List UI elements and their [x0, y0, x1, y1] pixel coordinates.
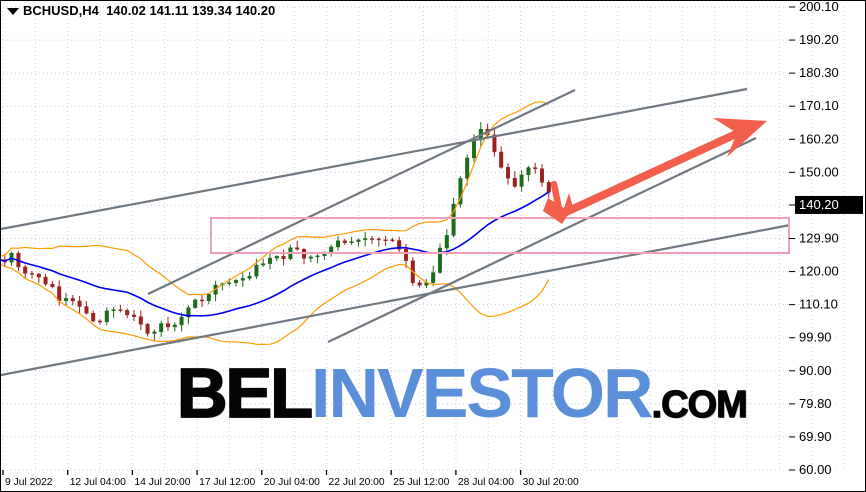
svg-text:170.10: 170.10 [799, 98, 839, 113]
svg-text:190.20: 190.20 [799, 32, 839, 47]
svg-text:200.10: 200.10 [799, 1, 839, 14]
svg-text:79.80: 79.80 [799, 396, 832, 411]
svg-text:129.90: 129.90 [799, 231, 839, 246]
svg-text:160.20: 160.20 [799, 131, 839, 146]
svg-text:120.00: 120.00 [799, 264, 839, 279]
svg-text:90.00: 90.00 [799, 363, 832, 378]
svg-text:99.90: 99.90 [799, 330, 832, 345]
svg-text:17 Jul 12:00: 17 Jul 12:00 [199, 477, 255, 488]
svg-text:9 Jul 2022: 9 Jul 2022 [5, 477, 53, 488]
svg-text:110.10: 110.10 [799, 297, 838, 312]
svg-text:25 Jul 12:00: 25 Jul 12:00 [393, 477, 449, 488]
svg-text:150.00: 150.00 [799, 164, 839, 179]
svg-text:12 Jul 04:00: 12 Jul 04:00 [70, 477, 126, 488]
svg-text:30 Jul 20:00: 30 Jul 20:00 [523, 477, 579, 488]
svg-text:22 Jul 20:00: 22 Jul 20:00 [329, 477, 385, 488]
svg-text:140.20: 140.20 [799, 197, 839, 212]
svg-text:180.30: 180.30 [799, 65, 839, 80]
svg-text:28 Jul 04:00: 28 Jul 04:00 [458, 477, 514, 488]
svg-text:14 Jul 20:00: 14 Jul 20:00 [134, 477, 190, 488]
svg-text:20 Jul 04:00: 20 Jul 04:00 [264, 477, 320, 488]
svg-text:69.90: 69.90 [799, 429, 832, 444]
svg-text:60.00: 60.00 [799, 462, 832, 477]
